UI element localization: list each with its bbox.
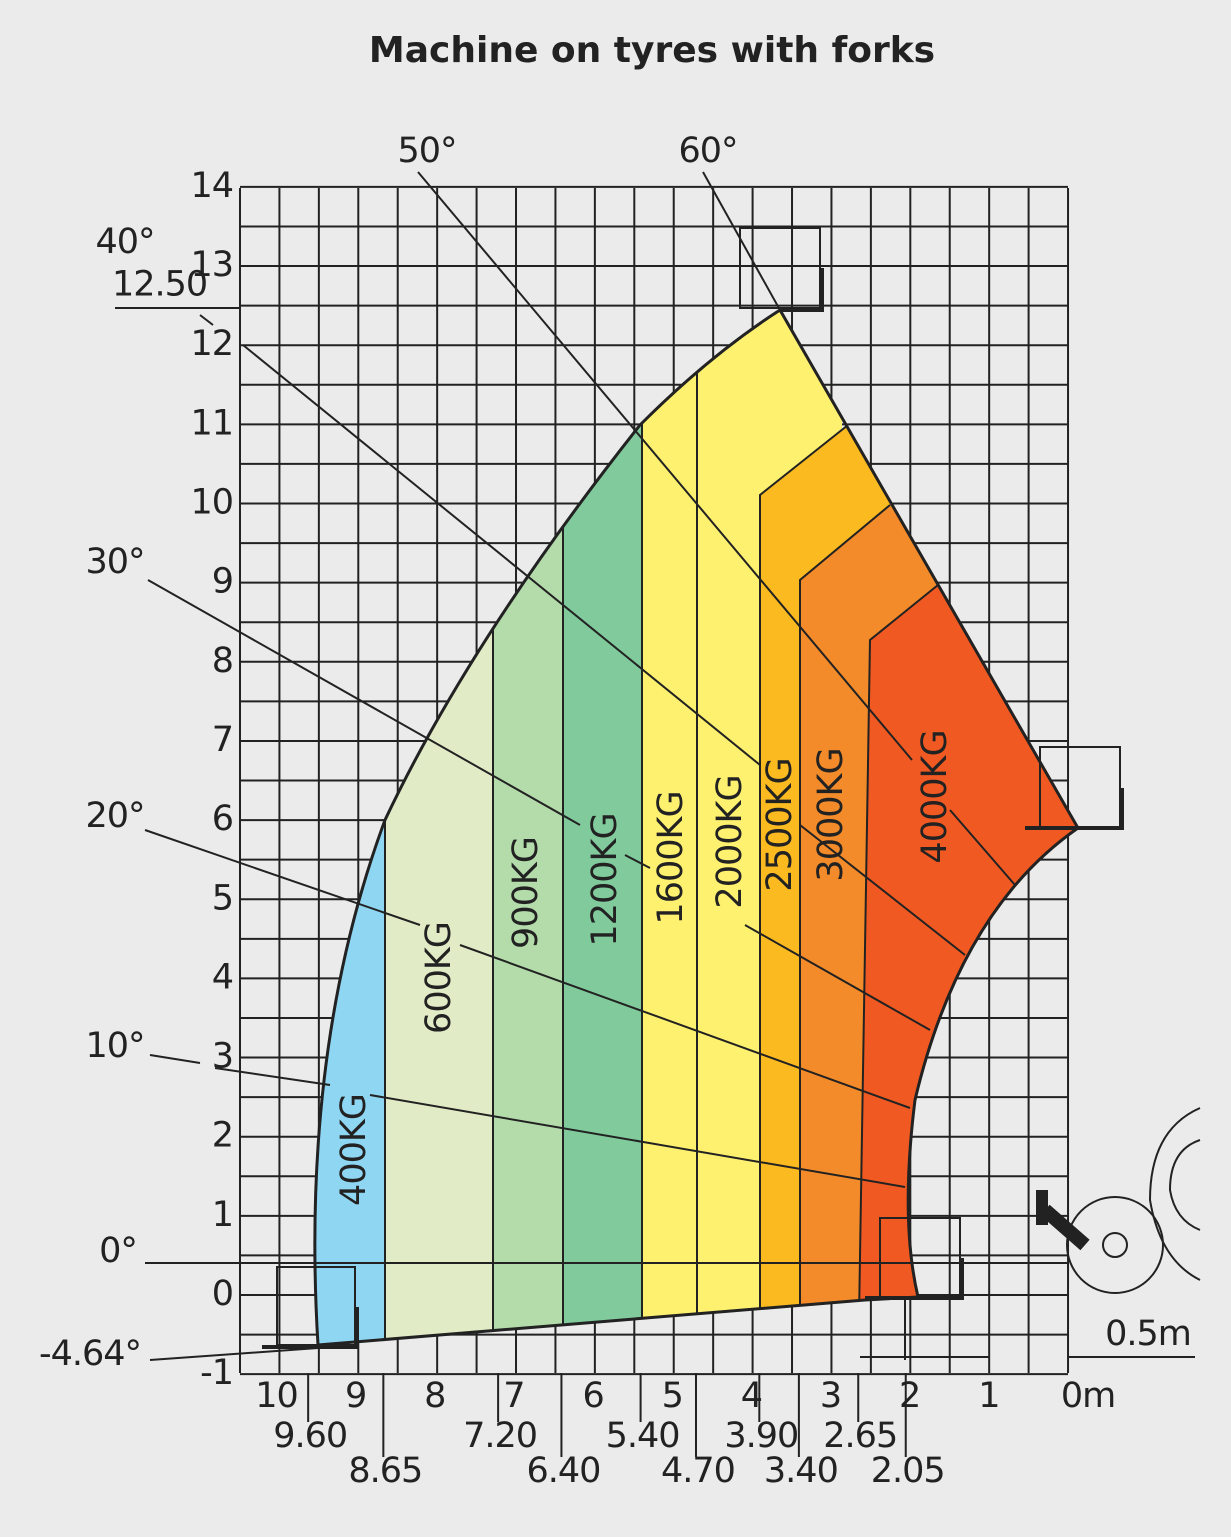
x-tick-label: 8: [424, 1376, 445, 1416]
zone-label: 900KG: [506, 837, 546, 949]
x-tick-label: 9: [345, 1376, 366, 1416]
zone-900: [493, 310, 563, 1345]
y-tick-label: 9: [212, 562, 233, 602]
x-tick-label: 7: [503, 1376, 524, 1416]
zone-borders: [384, 360, 939, 1345]
zone-label: 1600KG: [651, 791, 691, 924]
y-tick-label: 13: [190, 245, 233, 285]
angle-label: 10°: [85, 1026, 144, 1066]
y-tick-label: 14: [190, 166, 233, 206]
zone-limit-label: 2.05: [871, 1451, 945, 1491]
angle-label: 40°: [95, 222, 154, 262]
scale-note: 0.5m: [1105, 1314, 1191, 1354]
y-tick-label: 5: [212, 878, 233, 918]
zone-label: 600KG: [419, 922, 459, 1034]
zone-limit-label: 2.65: [823, 1416, 897, 1456]
zone-limit-label: 9.60: [273, 1416, 347, 1456]
y-tick-label: 0: [212, 1274, 233, 1314]
x-tick-label: 3: [820, 1376, 841, 1416]
angle-lines: [115, 171, 1068, 1361]
zone-label: 2500KG: [760, 758, 800, 891]
angle-label: 0°: [99, 1231, 137, 1271]
zone-label: 400KG: [334, 1094, 374, 1206]
y-tick-label: 7: [212, 720, 233, 760]
y-tick-label: 8: [212, 641, 233, 681]
y-tick-label: -1: [200, 1353, 233, 1393]
zone-label: 1200KG: [585, 813, 625, 946]
angle-label: 50°: [397, 131, 456, 171]
zone-label: 3000KG: [811, 748, 851, 881]
y-tick-label: 4: [212, 957, 233, 997]
zone-limit-label: 5.40: [606, 1416, 680, 1456]
zone-limit-label: 3.90: [724, 1416, 798, 1456]
title: Machine on tyres with forks: [369, 30, 935, 71]
zone-limit-label: 4.70: [661, 1451, 735, 1491]
y-tick-label: 10: [190, 483, 233, 523]
zone-limit-label: 3.40: [764, 1451, 838, 1491]
envelope: [313, 307, 1080, 1347]
y-tick-label: 1: [212, 1195, 233, 1235]
angle-label: -4.64°: [39, 1334, 141, 1374]
angle-label: 20°: [85, 796, 144, 836]
y-tick-label: 3: [212, 1037, 233, 1077]
zone-label: 2000KG: [710, 775, 750, 908]
x-tick-label: 2: [899, 1376, 920, 1416]
y-tick-label: 6: [212, 799, 233, 839]
zone-limit-label: 6.40: [526, 1451, 600, 1491]
x-tick-label: 0m: [1061, 1376, 1115, 1416]
x-tick-label: 10: [255, 1376, 298, 1416]
angle-label: 30°: [85, 542, 144, 582]
x-tick-label: 4: [741, 1376, 762, 1416]
angle-label: 60°: [678, 131, 737, 171]
x-tick-label: 6: [582, 1376, 603, 1416]
zone-limit-label: 8.65: [348, 1451, 422, 1491]
zone-limit-label: 7.20: [463, 1416, 537, 1456]
zone-label: 4000KG: [915, 730, 955, 863]
machine-outlines: [262, 227, 1201, 1360]
x-tick-label: 5: [662, 1376, 683, 1416]
y-tick-label: 12: [190, 324, 233, 364]
y-tick-label: 2: [212, 1116, 233, 1156]
y-tick-label: 11: [190, 403, 233, 443]
x-tick-label: 1: [978, 1376, 999, 1416]
max-height-label: 12.50: [112, 265, 207, 305]
